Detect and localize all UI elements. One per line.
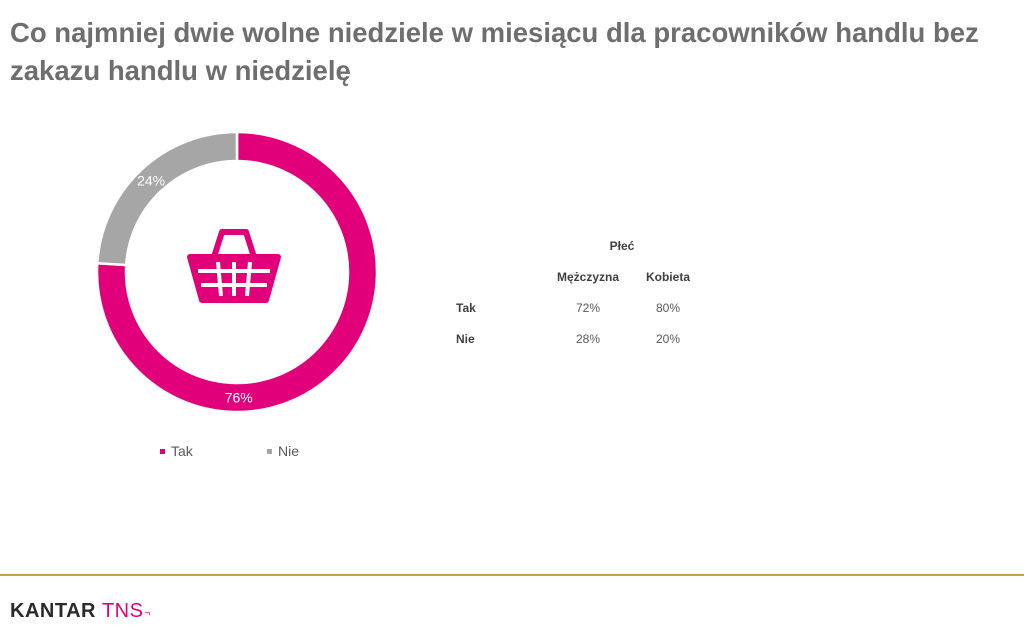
gender-crosstab: Płeć Mężczyzna Kobieta Tak 72% 80% Nie 2… bbox=[438, 230, 702, 354]
kantar-tns-logo: KANTAR TNS ¬ bbox=[10, 599, 151, 623]
logo-mark: ¬ bbox=[144, 608, 151, 619]
logo-tns: TNS bbox=[101, 600, 144, 622]
slice-label-nie: 24% bbox=[137, 173, 165, 189]
table-row: Tak 72% 80% bbox=[438, 292, 702, 323]
legend-swatch-nie bbox=[267, 448, 272, 454]
crosstab-cell: 20% bbox=[655, 331, 681, 346]
donut-slices bbox=[95, 130, 379, 414]
crosstab-row-label: Nie bbox=[456, 331, 475, 346]
donut-slice-labels: 76% 24% bbox=[137, 173, 253, 406]
crosstab-cell: 80% bbox=[655, 300, 681, 315]
legend-item-tak: Tak bbox=[160, 443, 193, 459]
donut-slice-nie bbox=[95, 130, 239, 267]
crosstab-row-label: Tak bbox=[456, 300, 476, 315]
crosstab-group-header: Płeć bbox=[609, 238, 635, 253]
logo-kantar: KANTAR bbox=[10, 600, 96, 622]
crosstab-cell: 72% bbox=[575, 300, 601, 315]
legend-label-tak: Tak bbox=[171, 443, 193, 459]
crosstab-group-header-row: Płeć bbox=[438, 230, 702, 261]
crosstab-cell: 28% bbox=[575, 331, 601, 346]
table-row: Nie 28% 20% bbox=[438, 323, 702, 354]
legend-item-nie: Nie bbox=[267, 443, 299, 459]
legend-label-nie: Nie bbox=[278, 443, 300, 459]
shopping-basket-grid bbox=[198, 261, 270, 297]
donut-slice-tak bbox=[95, 130, 379, 414]
slice-label-tak: 76% bbox=[225, 389, 253, 405]
crosstab-col-mezczyzna: Mężczyzna bbox=[556, 269, 620, 284]
footer-rule bbox=[0, 574, 1024, 576]
legend-swatch-tak bbox=[160, 448, 165, 454]
page-title: Co najmniej dwie wolne niedziele w miesi… bbox=[10, 17, 979, 86]
crosstab-col-kobieta: Kobieta bbox=[645, 269, 690, 284]
crosstab-column-header-row: Mężczyzna Kobieta bbox=[438, 261, 702, 292]
